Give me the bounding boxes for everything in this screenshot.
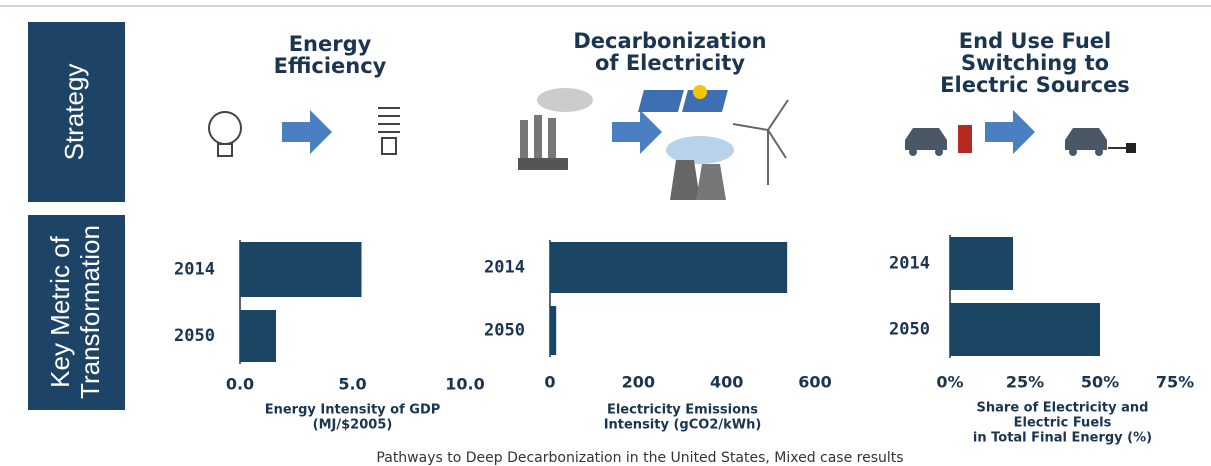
x-axis-label: Electricity Emissions xyxy=(607,403,758,418)
x-tick-label: 200 xyxy=(622,373,655,392)
bar xyxy=(240,310,276,362)
icon-car xyxy=(905,128,947,156)
x-tick-label: 0 xyxy=(544,373,555,392)
x-axis-label: Electric Fuels xyxy=(1014,416,1112,431)
x-axis-label: Energy Intensity of GDP xyxy=(265,403,441,418)
x-tick-label: 50% xyxy=(1081,373,1119,392)
x-axis-label: in Total Final Energy (%) xyxy=(973,431,1152,446)
x-tick-label: 400 xyxy=(710,373,743,392)
category-label: 2014 xyxy=(889,254,930,274)
chart-title: Efficiency xyxy=(274,54,387,78)
x-axis-label: (MJ/$2005) xyxy=(313,418,393,433)
icon-bulb xyxy=(208,111,242,157)
category-label: 2050 xyxy=(889,320,930,340)
icon-ev xyxy=(1065,128,1136,156)
caption: Pathways to Deep Decarbonization in the … xyxy=(376,450,903,466)
x-axis-label: Intensity (gCO2/kWh) xyxy=(604,418,762,433)
x-tick-label: 5.0 xyxy=(338,375,366,394)
bar xyxy=(950,303,1100,356)
x-tick-label: 10.0 xyxy=(445,375,484,394)
bar xyxy=(950,237,1013,290)
row-label: Strategy xyxy=(59,64,89,161)
x-tick-label: 75% xyxy=(1156,373,1194,392)
arrow xyxy=(985,110,1035,154)
icon-cooling-towers xyxy=(666,136,734,200)
x-axis-label: Share of Electricity and xyxy=(977,401,1149,416)
metric-box xyxy=(28,215,125,410)
category-label: 2050 xyxy=(484,321,525,341)
chart-title: of Electricity xyxy=(595,51,745,75)
icon-factory xyxy=(518,88,593,170)
strategy-box xyxy=(28,22,125,202)
arrow xyxy=(282,110,332,154)
x-tick-label: 25% xyxy=(1006,373,1044,392)
x-tick-label: 0.0 xyxy=(226,375,254,394)
icon-solar xyxy=(637,85,728,112)
row-label: Transformation xyxy=(75,225,105,399)
icon-cfl xyxy=(378,107,400,155)
chart-title: Energy xyxy=(289,32,372,56)
category-label: 2014 xyxy=(484,258,525,278)
arrow xyxy=(612,110,662,154)
row-label: Key Metric of xyxy=(45,235,75,387)
icon-turbine xyxy=(732,99,789,185)
category-label: 2050 xyxy=(174,326,215,346)
chart-title: Decarbonization xyxy=(573,29,766,53)
chart-title: Electric Sources xyxy=(940,73,1130,97)
bar xyxy=(550,306,557,355)
bar xyxy=(240,242,362,297)
category-label: 2014 xyxy=(174,260,215,280)
icon-pump xyxy=(958,125,972,153)
bar xyxy=(550,242,788,293)
x-tick-label: 0% xyxy=(936,373,963,392)
chart-title: Switching to xyxy=(961,51,1109,75)
chart-title: End Use Fuel xyxy=(959,29,1111,53)
x-tick-label: 600 xyxy=(798,373,831,392)
